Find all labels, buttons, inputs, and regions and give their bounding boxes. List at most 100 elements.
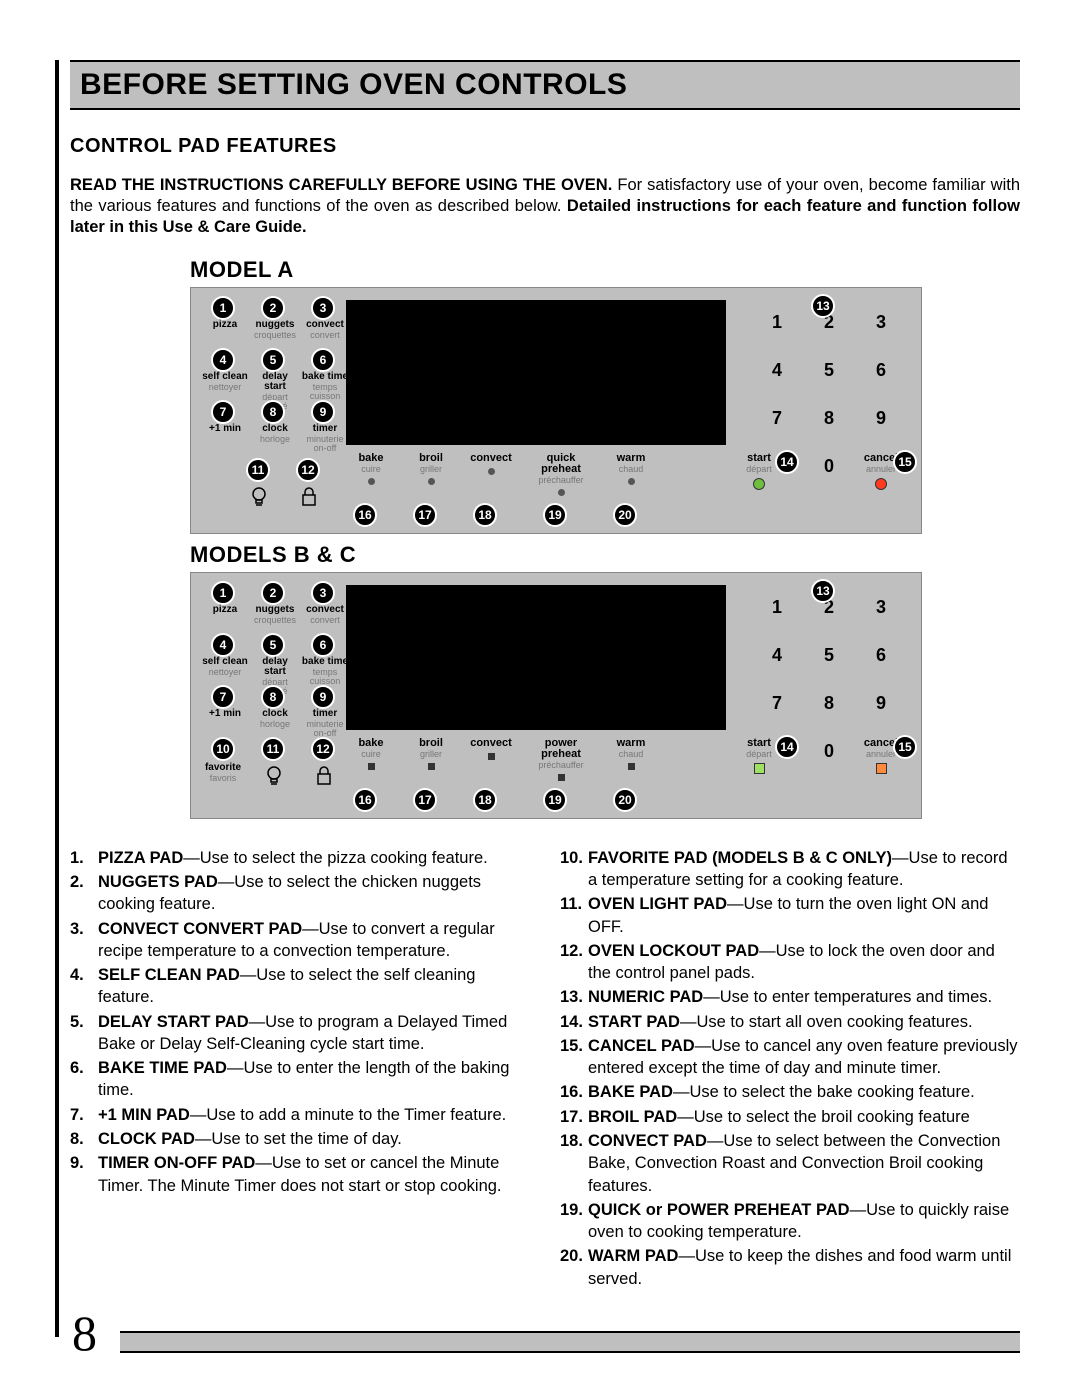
callout-9: 9 <box>311 685 335 709</box>
keypad-key: 7 <box>757 399 797 439</box>
callout-16: 16 <box>353 503 377 527</box>
callout-5: 5 <box>261 348 285 372</box>
keypad-key: 5 <box>809 351 849 391</box>
pad-preheatBC: power preheatpréchauffer <box>531 738 591 781</box>
callout-3: 3 <box>311 296 335 320</box>
pad-label: pizza <box>201 605 249 615</box>
callout-10: 10 <box>211 737 235 761</box>
pad-label: timerminuterie on-off <box>301 709 349 738</box>
callout-7: 7 <box>211 685 235 709</box>
keypad-key: 9 <box>861 399 901 439</box>
keypad-key: 0 <box>809 447 849 487</box>
pad-bake: bakecuire <box>341 738 401 770</box>
definition-item: 18.CONVECT PAD—Use to select between the… <box>560 1130 1020 1197</box>
keypad-key: 6 <box>861 636 901 676</box>
panel-model-a: 1234567890 1pizza2nuggetscroquettes3conv… <box>190 287 922 534</box>
keypad-key: 8 <box>809 399 849 439</box>
callout-8: 8 <box>261 400 285 424</box>
keypad-key: 5 <box>809 636 849 676</box>
pad-label-favorite: favoritefavoris <box>199 763 247 783</box>
definition-item: 6.BAKE TIME PAD—Use to enter the length … <box>70 1057 530 1102</box>
pad-bake: bakecuire <box>341 453 401 485</box>
callout-12: 12 <box>311 737 335 761</box>
callout-15: 15 <box>893 450 917 474</box>
keypad-key: 1 <box>757 303 797 343</box>
lock-icon <box>300 486 318 511</box>
footer-bar <box>120 1331 1020 1353</box>
page-number: 8 <box>72 1304 97 1362</box>
definition-item: 19.QUICK or POWER PREHEAT PAD—Use to qui… <box>560 1199 1020 1244</box>
keypad-key: 8 <box>809 684 849 724</box>
keypad-key: 4 <box>757 636 797 676</box>
pad-label: pizza <box>201 320 249 330</box>
pad-label: bake timetemps cuisson <box>301 657 349 686</box>
definition-item: 13.NUMERIC PAD—Use to enter temperatures… <box>560 986 1020 1008</box>
definition-item: 12.OVEN LOCKOUT PAD—Use to lock the oven… <box>560 940 1020 985</box>
subheader: CONTROL PAD FEATURES <box>70 135 1020 158</box>
callout-13: 13 <box>811 294 835 318</box>
pad-label: clockhorloge <box>251 709 299 729</box>
keypad-key: 6 <box>861 351 901 391</box>
pad-label: +1 min <box>201 709 249 719</box>
callout-18: 18 <box>473 503 497 527</box>
definition-item: 5.DELAY START PAD—Use to program a Delay… <box>70 1011 530 1056</box>
model-a-heading: MODEL A <box>190 257 1020 283</box>
pad-label: bake timetemps cuisson <box>301 372 349 401</box>
callout-1: 1 <box>211 581 235 605</box>
callout-17: 17 <box>413 788 437 812</box>
pad-label: clockhorloge <box>251 424 299 444</box>
pad-label: self cleannettoyer <box>201 372 249 392</box>
callout-2: 2 <box>261 581 285 605</box>
pad-convect: convect <box>461 738 521 760</box>
definition-item: 2.NUGGETS PAD—Use to select the chicken … <box>70 871 530 916</box>
pad-convect: convect <box>461 453 521 475</box>
callout-20: 20 <box>613 788 637 812</box>
callout-11: 11 <box>246 458 270 482</box>
definitions: 1.PIZZA PAD—Use to select the pizza cook… <box>70 847 1020 1292</box>
callout-19: 19 <box>543 788 567 812</box>
definition-item: 20.WARM PAD—Use to keep the dishes and f… <box>560 1245 1020 1290</box>
callout-7: 7 <box>211 400 235 424</box>
callout-4: 4 <box>211 348 235 372</box>
pad-label: convectconvert <box>301 320 349 340</box>
callout-9: 9 <box>311 400 335 424</box>
oven-display <box>346 585 726 730</box>
lightbulb-icon <box>250 486 268 511</box>
callout-19: 19 <box>543 503 567 527</box>
definition-item: 17.BROIL PAD—Use to select the broil coo… <box>560 1106 1020 1128</box>
definition-item: 14.START PAD—Use to start all oven cooki… <box>560 1011 1020 1033</box>
pad-broil: broilgriller <box>401 453 461 485</box>
definition-item: 9.TIMER ON-OFF PAD—Use to set or cancel … <box>70 1152 530 1197</box>
callout-6: 6 <box>311 348 335 372</box>
intro-lead: READ THE INSTRUCTIONS CAREFULLY BEFORE U… <box>70 176 612 194</box>
intro-paragraph: READ THE INSTRUCTIONS CAREFULLY BEFORE U… <box>70 175 1020 239</box>
oven-display <box>346 300 726 445</box>
section-title-bar: BEFORE SETTING OVEN CONTROLS <box>70 60 1020 110</box>
definition-item: 11.OVEN LIGHT PAD—Use to turn the oven l… <box>560 893 1020 938</box>
keypad-key: 7 <box>757 684 797 724</box>
callout-13: 13 <box>811 579 835 603</box>
callout-14: 14 <box>775 735 799 759</box>
pad-preheatA: quick preheatpréchauffer <box>531 453 591 496</box>
left-rule <box>55 60 59 1337</box>
pad-label: nuggetscroquettes <box>251 605 299 625</box>
model-bc-heading: MODELS B & C <box>190 542 1020 568</box>
callout-18: 18 <box>473 788 497 812</box>
callout-8: 8 <box>261 685 285 709</box>
callout-2: 2 <box>261 296 285 320</box>
pad-warm: warmchaud <box>601 453 661 485</box>
keypad-key: 4 <box>757 351 797 391</box>
pad-label: convectconvert <box>301 605 349 625</box>
definition-item: 1.PIZZA PAD—Use to select the pizza cook… <box>70 847 530 869</box>
lightbulb-icon <box>265 765 283 790</box>
definition-item: 7.+1 MIN PAD—Use to add a minute to the … <box>70 1104 530 1126</box>
definition-item: 3.CONVECT CONVERT PAD—Use to convert a r… <box>70 918 530 963</box>
pad-label: self cleannettoyer <box>201 657 249 677</box>
callout-16: 16 <box>353 788 377 812</box>
keypad-key: 9 <box>861 684 901 724</box>
callout-3: 3 <box>311 581 335 605</box>
callout-4: 4 <box>211 633 235 657</box>
callout-12: 12 <box>296 458 320 482</box>
callout-1: 1 <box>211 296 235 320</box>
definition-item: 10.FAVORITE PAD (MODELS B & C ONLY)—Use … <box>560 847 1020 892</box>
